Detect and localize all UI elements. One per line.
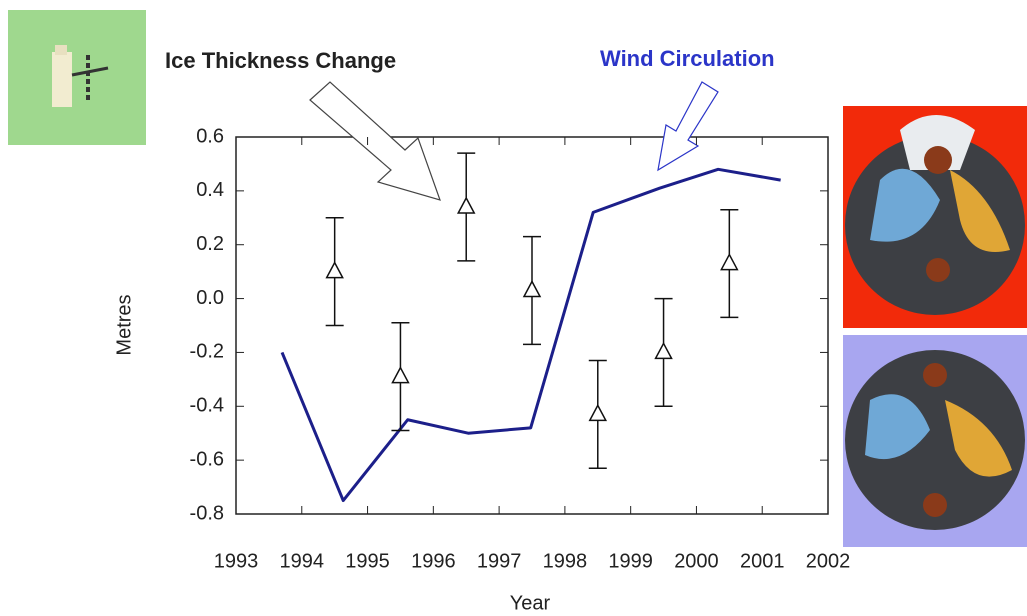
y-tick-label: 0.0	[196, 287, 224, 309]
x-tick-label: 2000	[674, 550, 719, 572]
marker	[325, 261, 344, 279]
y-tick-label: 0.2	[196, 233, 224, 255]
y-axis-label: Metres	[113, 294, 135, 355]
annotation: Ice Thickness Change	[165, 48, 396, 73]
marker	[522, 279, 542, 298]
y-tick-label: 0.4	[196, 179, 224, 201]
marker	[588, 403, 608, 422]
x-tick-label: 2001	[740, 550, 785, 572]
plot-frame	[235, 136, 829, 515]
x-tick-label: 1997	[477, 550, 522, 572]
x-tick-label: 1996	[411, 550, 456, 572]
x-tick-label: 1995	[345, 550, 390, 572]
y-tick-label: -0.8	[190, 502, 224, 524]
x-axis-label: Year	[510, 592, 551, 614]
globe-image	[843, 335, 1027, 547]
x-tick-label: 1993	[214, 550, 259, 572]
marker	[720, 252, 739, 271]
y-tick-label: -0.4	[190, 395, 224, 417]
x-tick-label: 1998	[543, 550, 588, 572]
wind-arrow	[657, 81, 719, 172]
marker	[654, 341, 673, 360]
line	[280, 167, 781, 503]
x-tick-label: 2002	[806, 550, 851, 572]
y-tick-label: -0.6	[190, 448, 224, 470]
marker	[456, 196, 476, 214]
x-tick-label: 1999	[608, 550, 653, 572]
ice-arrow	[309, 81, 441, 201]
thumbnail-image	[8, 10, 146, 145]
globe-image	[843, 106, 1027, 328]
x-tick-label: 1994	[280, 550, 325, 572]
marker	[391, 366, 410, 384]
y-tick-label: -0.2	[190, 341, 224, 363]
annotation: Wind Circulation	[600, 46, 775, 71]
y-tick-label: 0.6	[196, 125, 224, 147]
